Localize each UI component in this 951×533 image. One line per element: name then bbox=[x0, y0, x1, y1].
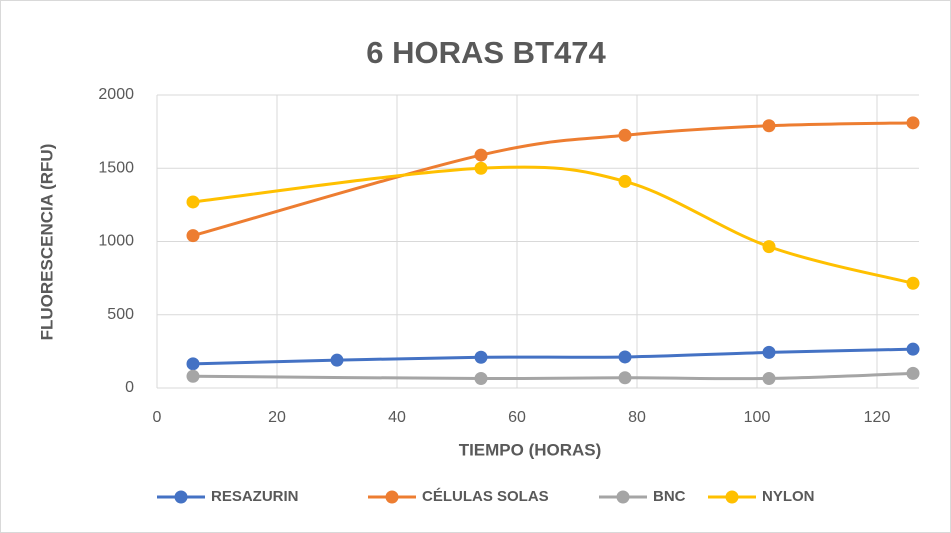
point-marker bbox=[618, 174, 632, 188]
x-tick-label: 60 bbox=[508, 409, 526, 426]
x-tick-label: 100 bbox=[744, 409, 771, 426]
point-marker bbox=[906, 116, 920, 130]
series-line bbox=[192, 121, 914, 238]
point-marker bbox=[474, 350, 488, 364]
legend-label: BNC bbox=[653, 488, 686, 505]
y-tick-label: 1000 bbox=[98, 233, 134, 250]
y-tick-label: 0 bbox=[125, 379, 134, 396]
y-tick-label: 2000 bbox=[98, 86, 134, 103]
series-line bbox=[192, 165, 914, 285]
point-marker bbox=[186, 357, 200, 371]
point-marker bbox=[762, 345, 776, 359]
legend-marker bbox=[174, 490, 188, 504]
point-marker bbox=[474, 161, 488, 175]
point-marker bbox=[186, 229, 200, 243]
point-marker bbox=[618, 350, 632, 364]
x-tick-label: 0 bbox=[153, 409, 162, 426]
series-line bbox=[192, 371, 914, 381]
point-marker bbox=[186, 369, 200, 383]
point-marker bbox=[762, 371, 776, 385]
x-axis-title: TIEMPO (HORAS) bbox=[459, 440, 602, 459]
y-axis-title: FLUORESCENCIA (RFU) bbox=[37, 144, 56, 341]
point-marker bbox=[474, 371, 488, 385]
point-marker bbox=[906, 366, 920, 380]
point-marker bbox=[474, 148, 488, 162]
point-marker bbox=[906, 342, 920, 356]
legend-label: RESAZURIN bbox=[211, 488, 299, 505]
x-tick-label: 120 bbox=[864, 409, 891, 426]
series-line bbox=[192, 347, 914, 366]
chart-title: 6 HORAS BT474 bbox=[366, 35, 606, 70]
point-marker bbox=[906, 276, 920, 290]
point-marker bbox=[186, 195, 200, 209]
point-marker bbox=[618, 128, 632, 142]
legend-marker bbox=[725, 490, 739, 504]
legend-marker bbox=[385, 490, 399, 504]
legend-label: NYLON bbox=[762, 488, 815, 505]
legend-label: CÉLULAS SOLAS bbox=[422, 488, 549, 505]
y-tick-label: 1500 bbox=[98, 159, 134, 176]
x-tick-label: 40 bbox=[388, 409, 406, 426]
point-marker bbox=[330, 353, 344, 367]
point-marker bbox=[762, 240, 776, 254]
point-marker bbox=[618, 371, 632, 385]
point-marker bbox=[762, 119, 776, 133]
x-tick-label: 20 bbox=[268, 409, 286, 426]
x-tick-label: 80 bbox=[628, 409, 646, 426]
legend-marker bbox=[616, 490, 630, 504]
y-tick-label: 500 bbox=[107, 306, 134, 323]
